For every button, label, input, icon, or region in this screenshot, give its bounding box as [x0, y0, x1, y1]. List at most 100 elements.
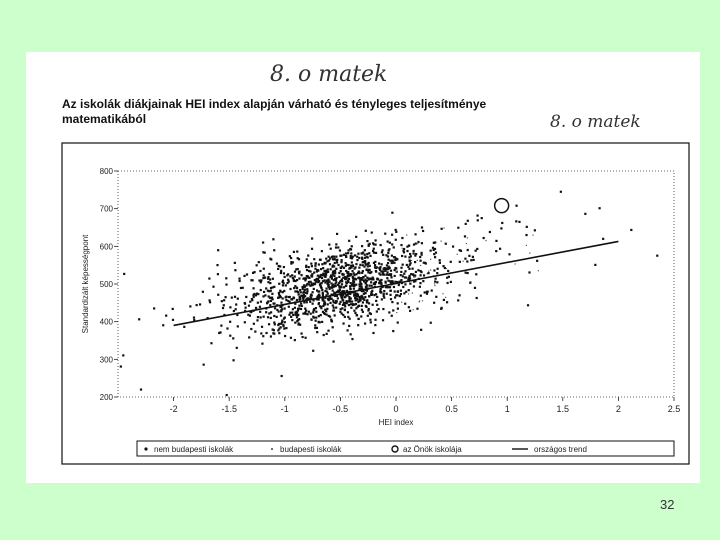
- point-non-budapest: [301, 295, 304, 298]
- point-non-budapest: [314, 319, 317, 322]
- point-non-budapest: [436, 281, 439, 284]
- point-non-budapest: [425, 292, 429, 295]
- point-non-budapest: [379, 243, 382, 247]
- point-non-budapest: [419, 282, 422, 285]
- point-non-budapest: [294, 311, 297, 314]
- point-non-budapest: [328, 280, 331, 283]
- point-non-budapest: [355, 307, 358, 310]
- point-non-budapest: [282, 282, 285, 285]
- point-non-budapest: [422, 261, 425, 264]
- point-non-budapest: [350, 257, 354, 260]
- point-non-budapest: [217, 293, 220, 296]
- point-non-budapest: [311, 283, 314, 286]
- point-non-budapest: [464, 257, 467, 260]
- point-non-budapest: [287, 278, 290, 281]
- y-tick-label: 400: [100, 318, 114, 327]
- point-non-budapest: [314, 282, 317, 285]
- point-non-budapest: [350, 266, 353, 269]
- point-non-budapest: [303, 301, 306, 304]
- point-non-budapest: [320, 305, 323, 308]
- point-non-budapest: [404, 276, 408, 279]
- point-non-budapest: [400, 279, 403, 282]
- point-non-budapest: [316, 331, 319, 334]
- point-non-budapest: [364, 288, 368, 292]
- point-non-budapest: [212, 285, 215, 288]
- point-budapest: [445, 296, 447, 298]
- point-non-budapest: [285, 326, 288, 330]
- point-non-budapest: [495, 239, 498, 243]
- point-non-budapest: [307, 269, 311, 273]
- point-non-budapest: [466, 271, 469, 275]
- point-non-budapest: [433, 247, 437, 251]
- point-non-budapest: [363, 265, 366, 268]
- point-non-budapest: [281, 280, 284, 284]
- point-non-budapest: [528, 271, 531, 274]
- point-non-budapest: [139, 388, 143, 391]
- point-non-budapest: [323, 269, 326, 273]
- point-non-budapest: [346, 294, 349, 297]
- point-non-budapest: [359, 280, 362, 283]
- point-non-budapest: [377, 262, 381, 265]
- point-non-budapest: [328, 243, 331, 246]
- point-non-budapest: [389, 298, 393, 301]
- point-non-budapest: [402, 247, 406, 251]
- point-non-budapest: [431, 246, 435, 249]
- point-non-budapest: [393, 296, 397, 299]
- point-non-budapest: [346, 329, 349, 332]
- point-non-budapest: [482, 236, 485, 240]
- point-non-budapest: [281, 279, 285, 282]
- point-non-budapest: [442, 298, 446, 302]
- point-non-budapest: [321, 320, 324, 324]
- point-non-budapest: [277, 329, 280, 332]
- point-non-budapest: [361, 301, 365, 304]
- point-non-budapest: [526, 304, 530, 307]
- point-non-budapest: [306, 275, 309, 278]
- point-non-budapest: [298, 318, 301, 321]
- point-non-budapest: [347, 315, 350, 319]
- point-non-budapest: [438, 261, 441, 264]
- point-non-budapest: [387, 279, 390, 282]
- point-non-budapest: [318, 294, 321, 298]
- point-non-budapest: [404, 283, 407, 286]
- point-non-budapest: [269, 316, 272, 320]
- point-non-budapest: [261, 342, 264, 345]
- point-non-budapest: [385, 273, 389, 276]
- point-non-budapest: [333, 314, 336, 317]
- point-non-budapest: [343, 303, 346, 306]
- point-non-budapest: [305, 274, 308, 278]
- point-non-budapest: [291, 274, 294, 277]
- point-non-budapest: [366, 300, 369, 303]
- point-non-budapest: [278, 332, 281, 335]
- point-non-budapest: [268, 312, 271, 315]
- point-non-budapest: [354, 266, 357, 269]
- point-non-budapest: [346, 311, 350, 314]
- point-non-budapest: [327, 278, 330, 281]
- point-non-budapest: [327, 286, 331, 289]
- point-non-budapest: [370, 270, 373, 274]
- point-non-budapest: [357, 304, 361, 308]
- y-tick-label: 500: [100, 280, 114, 289]
- point-non-budapest: [269, 335, 273, 338]
- point-non-budapest: [399, 274, 402, 277]
- point-non-budapest: [352, 287, 355, 290]
- point-non-budapest: [316, 295, 320, 298]
- point-non-budapest: [369, 321, 372, 324]
- point-non-budapest: [238, 279, 241, 283]
- point-non-budapest: [434, 277, 437, 280]
- point-non-budapest: [368, 252, 371, 255]
- point-non-budapest: [301, 335, 304, 339]
- point-non-budapest: [327, 314, 330, 318]
- point-non-budapest: [400, 266, 403, 269]
- point-non-budapest: [423, 261, 427, 264]
- point-non-budapest: [332, 273, 335, 276]
- point-budapest: [426, 273, 428, 275]
- point-non-budapest: [356, 305, 359, 308]
- point-non-budapest: [395, 257, 398, 260]
- point-non-budapest: [325, 280, 328, 283]
- point-non-budapest: [259, 281, 262, 284]
- point-non-budapest: [333, 269, 336, 272]
- point-non-budapest: [332, 258, 335, 261]
- point-non-budapest: [265, 287, 268, 290]
- point-non-budapest: [208, 301, 212, 304]
- point-non-budapest: [407, 306, 410, 309]
